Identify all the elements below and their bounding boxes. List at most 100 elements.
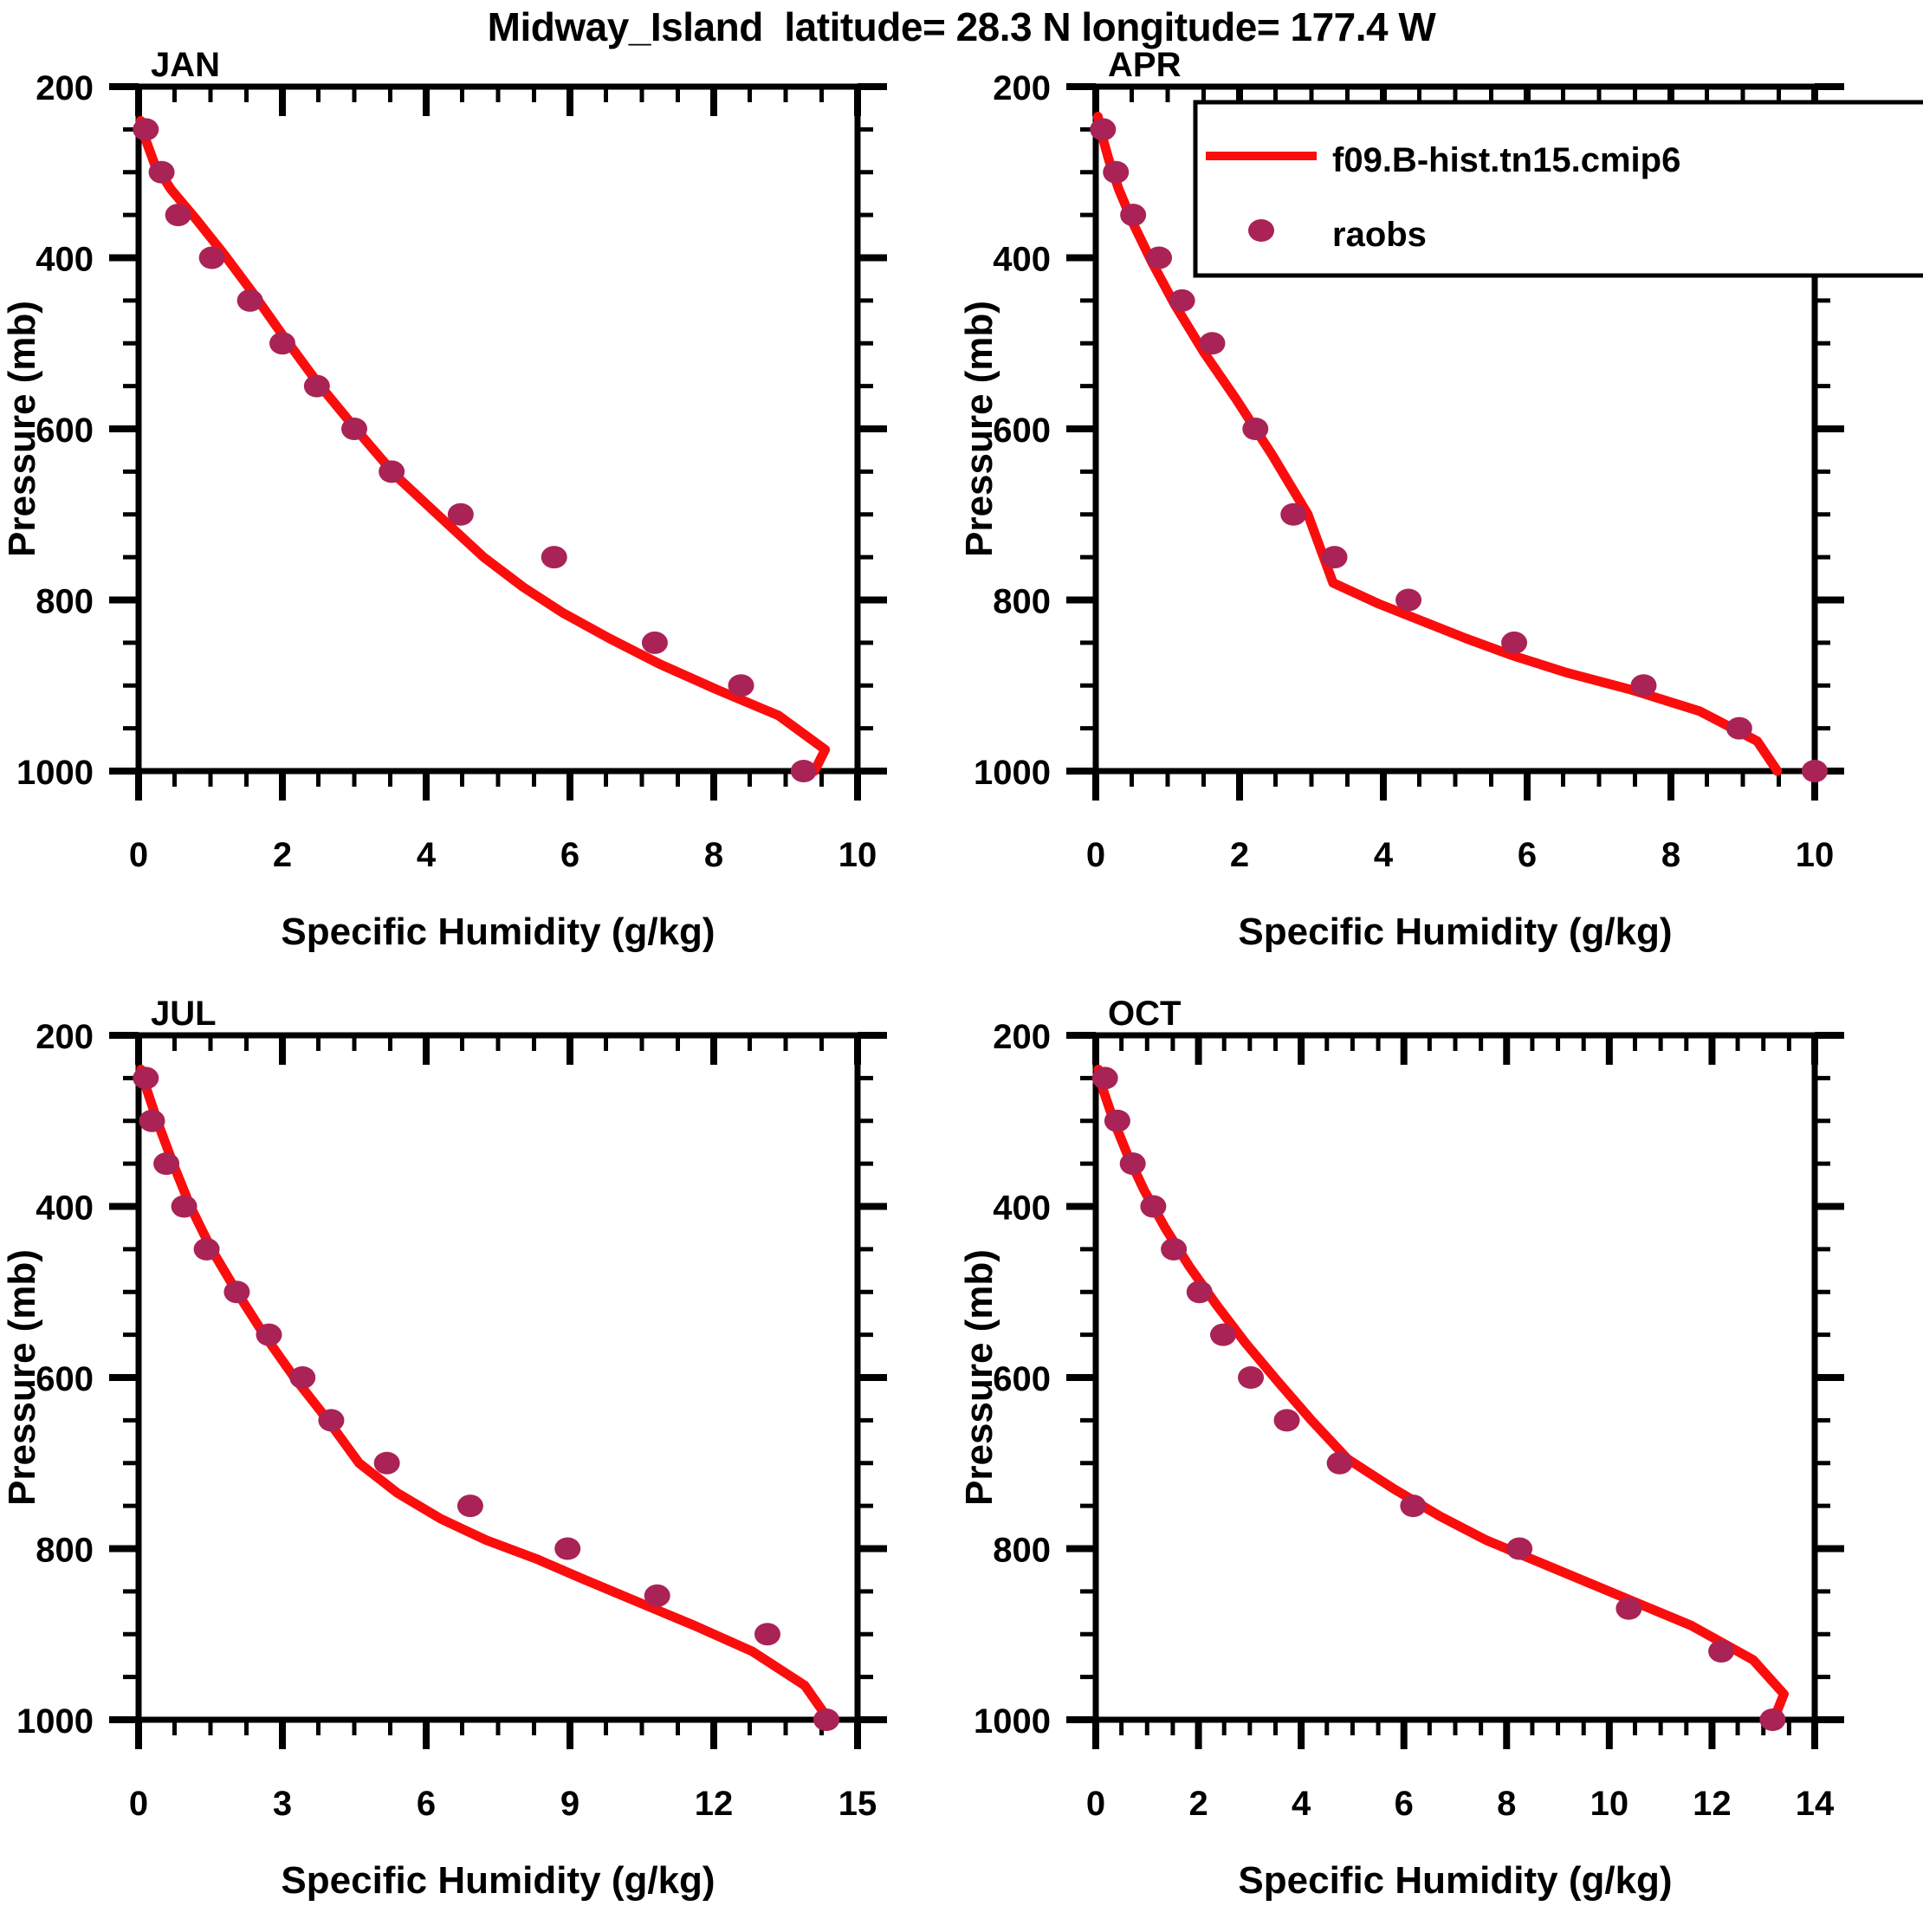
y-tick-label: 200 [36, 1018, 94, 1056]
series-marker-raobs [1210, 1323, 1237, 1346]
series-marker-raobs [373, 1451, 400, 1475]
series-line-model [136, 1065, 834, 1725]
series-marker-raobs [1103, 160, 1130, 184]
x-tick-label: 15 [838, 1785, 877, 1823]
series-marker-raobs [813, 1708, 840, 1731]
legend-label-raobs: raobs [1332, 216, 1427, 254]
series-marker-raobs [1280, 502, 1307, 526]
series-marker-raobs [1242, 418, 1269, 440]
x-tick-label: 8 [1497, 1785, 1516, 1823]
series-marker-raobs [1395, 588, 1422, 612]
series-marker-raobs [171, 1195, 197, 1218]
series-marker-raobs [728, 674, 754, 697]
panel-jan: 0 2 4 6 8 10 200 400 600 800 1000 JAN Specific Humid… [0, 39, 957, 983]
x-axis-title: Specific Humidity (g/kg) [281, 911, 715, 953]
x-tick-label: 10 [1796, 836, 1835, 874]
series-marker-raobs [193, 1237, 220, 1261]
series-marker-raobs [198, 246, 225, 269]
x-tick-label: 2 [273, 836, 292, 874]
x-tick-label: 14 [1796, 1785, 1835, 1823]
y-tick-label: 600 [36, 412, 94, 450]
series-marker-raobs [1104, 1109, 1130, 1132]
y-tick-label: 400 [993, 241, 1051, 279]
series-marker-raobs [153, 1152, 180, 1176]
y-tick-label: 800 [36, 1532, 94, 1570]
series-marker-raobs [1140, 1195, 1167, 1218]
series-marker-raobs [1630, 674, 1657, 697]
series-marker-raobs [1199, 332, 1226, 355]
series-marker-raobs [644, 1584, 670, 1607]
y-tick-label: 200 [993, 69, 1051, 107]
series-marker-raobs [165, 204, 191, 227]
x-tick-label: 12 [695, 1785, 734, 1823]
series-marker-raobs [236, 289, 263, 312]
legend-marker-swatch [1248, 219, 1274, 242]
x-axis-title: Specific Humidity (g/kg) [281, 1859, 715, 1902]
plot-frame [135, 1032, 861, 1723]
series-marker-raobs [554, 1537, 581, 1560]
series-marker-raobs [133, 1066, 159, 1090]
series-marker-raobs [1321, 546, 1348, 569]
series-marker-raobs [1186, 1280, 1213, 1304]
x-tick-label: 9 [560, 1785, 579, 1823]
series-marker-raobs [1169, 289, 1195, 312]
x-tick-label: 4 [1374, 836, 1394, 874]
series-marker-raobs [1119, 1152, 1146, 1176]
x-tick-label: 8 [704, 836, 723, 874]
series-marker-raobs [1326, 1451, 1353, 1475]
y-tick-label: 1000 [16, 754, 94, 792]
chart-apr: 0 2 4 6 8 10 200 400 600 800 1000 APR Specific Humid… [958, 46, 1923, 953]
series-marker-raobs [139, 1109, 165, 1132]
panel-title: OCT [1108, 995, 1181, 1033]
series-marker-raobs [1506, 1537, 1533, 1560]
x-axis-title: Specific Humidity (g/kg) [1238, 911, 1672, 953]
x-tick-label: 6 [1518, 836, 1537, 874]
series-marker-raobs [541, 546, 567, 569]
plot-frame [1092, 1032, 1818, 1723]
series-marker-raobs [1090, 118, 1117, 141]
y-tick-label: 1000 [974, 1702, 1051, 1741]
panel-oct: 0 2 4 6 8 10 12 14 200 400 600 800 1000 OCT Specific H… [957, 988, 1914, 1932]
series-marker-raobs [1238, 1366, 1265, 1389]
x-tick-label: 10 [838, 836, 877, 874]
y-tick-label: 800 [993, 1532, 1051, 1570]
x-axis-title: Specific Humidity (g/kg) [1238, 1859, 1672, 1902]
legend-box [1193, 100, 1923, 278]
series-marker-raobs [379, 460, 405, 483]
series-marker-raobs [790, 760, 817, 782]
series-marker-raobs [1273, 1409, 1300, 1432]
series-line-model [1092, 112, 1783, 776]
series-marker-raobs [269, 332, 295, 355]
series-marker-raobs [1161, 1237, 1188, 1261]
x-tick-label: 6 [417, 1785, 436, 1823]
x-tick-label: 2 [1188, 1785, 1208, 1823]
series-marker-raobs [1708, 1640, 1735, 1663]
series-marker-raobs [754, 1623, 780, 1646]
x-tick-label: 0 [129, 836, 148, 874]
panel-title: APR [1108, 46, 1182, 84]
y-tick-label: 600 [36, 1360, 94, 1398]
figure-title: Midway_Island latitude= 28.3 N longitude… [487, 4, 1436, 49]
y-tick-label: 200 [993, 1018, 1051, 1056]
plot-frame [135, 83, 861, 775]
panel-jul: 0 3 6 9 12 15 200 400 600 800 1000 JUL Specific Humi… [0, 988, 957, 1932]
x-tick-label: 4 [1292, 1785, 1311, 1823]
chart-jul: 0 3 6 9 12 15 200 400 600 800 1000 JUL Specific Humi… [1, 995, 887, 1902]
x-tick-label: 6 [1395, 1785, 1414, 1823]
series-marker-raobs [1400, 1494, 1427, 1518]
series-marker-raobs [341, 418, 367, 440]
y-tick-label: 600 [993, 1360, 1051, 1398]
y-tick-label: 1000 [974, 754, 1051, 792]
x-tick-label: 2 [1230, 836, 1249, 874]
series-marker-raobs [1501, 631, 1528, 654]
series-marker-raobs [133, 118, 159, 141]
y-tick-label: 1000 [16, 1702, 94, 1741]
x-tick-label: 0 [1086, 836, 1105, 874]
x-tick-label: 0 [129, 1785, 148, 1823]
y-axis-title: Pressure (mb) [1, 1249, 43, 1506]
y-tick-label: 600 [993, 412, 1051, 450]
series-marker-raobs [447, 502, 474, 526]
chart-jan: 0 2 4 6 8 10 200 400 600 800 1000 JAN Specific Humid… [1, 46, 887, 953]
y-axis-title: Pressure (mb) [958, 301, 1000, 557]
